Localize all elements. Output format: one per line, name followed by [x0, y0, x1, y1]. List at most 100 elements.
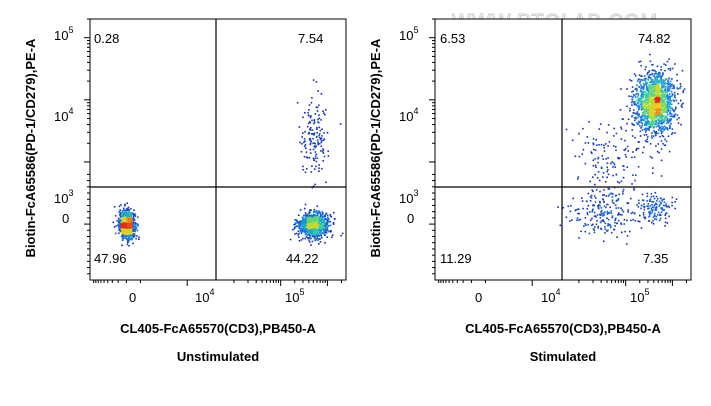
event-dot: [659, 135, 661, 138]
event-dot: [651, 211, 654, 213]
event-dot: [652, 95, 655, 97]
event-dot: [661, 200, 663, 202]
event-dot: [651, 123, 653, 126]
event-dot: [662, 101, 665, 103]
event-dot: [641, 100, 643, 103]
event-dot: [651, 125, 653, 128]
event-dot: [653, 197, 656, 200]
event-dot: [123, 228, 126, 230]
event-dot: [127, 229, 130, 232]
event-dot: [124, 231, 127, 233]
event-dot: [669, 85, 671, 87]
event-dot: [322, 148, 324, 150]
event-dot: [571, 139, 574, 142]
event-dot: [656, 78, 659, 80]
event-dot: [592, 223, 594, 226]
event-dot: [580, 230, 582, 233]
event-dot: [313, 226, 315, 228]
event-dot: [313, 208, 316, 211]
event-dot: [319, 230, 322, 232]
event-dot: [643, 109, 646, 111]
event-dot: [651, 69, 654, 71]
event-dot: [588, 211, 591, 213]
event-dot: [677, 122, 680, 124]
event-dot: [644, 97, 647, 99]
event-dot: [333, 217, 336, 220]
event-dot: [660, 91, 663, 94]
event-dot: [325, 109, 327, 111]
event-dot: [132, 234, 134, 236]
event-dot: [674, 115, 676, 118]
event-dot: [651, 115, 653, 117]
event-dot: [304, 130, 306, 133]
event-dot: [649, 86, 652, 88]
event-dot: [319, 150, 322, 152]
event-dot: [618, 157, 621, 159]
event-dot: [662, 79, 664, 81]
event-dot: [640, 98, 643, 101]
event-dot: [654, 76, 656, 78]
event-dot: [597, 157, 599, 160]
event-dot: [645, 110, 648, 113]
event-dot: [653, 126, 655, 129]
event-dot: [648, 70, 651, 72]
event-dot: [653, 83, 655, 85]
event-dot: [597, 161, 599, 164]
event-dot: [319, 129, 322, 132]
event-dot: [681, 103, 683, 106]
event-dot: [611, 215, 614, 217]
event-dot: [660, 79, 663, 81]
x-axis-title: CL405-FcA65570(CD3),PB450-A: [465, 321, 661, 336]
event-dot: [638, 121, 640, 124]
event-dot: [664, 221, 667, 224]
event-dot: [669, 98, 671, 100]
event-dot: [122, 234, 124, 236]
event-dot: [647, 101, 649, 104]
event-dot: [647, 207, 649, 210]
event-dot: [648, 211, 651, 213]
event-dot: [674, 113, 677, 116]
event-dot: [661, 82, 663, 85]
event-dot: [658, 91, 660, 93]
event-dot: [318, 167, 320, 169]
event-dot: [629, 230, 631, 233]
event-dot: [646, 95, 649, 97]
event-dot: [632, 151, 634, 153]
event-dot: [658, 219, 661, 222]
event-dot: [670, 107, 673, 109]
event-dot: [647, 136, 649, 138]
event-dot: [646, 93, 649, 96]
event-dot: [664, 214, 666, 217]
event-dot: [661, 86, 663, 89]
event-dot: [655, 73, 657, 75]
x-tick-label: 104: [541, 287, 560, 305]
x-tick-label: 105: [285, 287, 304, 305]
event-dot: [651, 137, 653, 139]
event-dot: [660, 94, 663, 96]
event-dot: [314, 224, 317, 226]
event-dot: [325, 230, 327, 232]
y-tick-label: 103: [54, 188, 73, 206]
event-dot: [603, 214, 605, 217]
event-dot: [647, 127, 649, 130]
event-dot: [593, 195, 596, 197]
event-dot: [305, 147, 307, 150]
event-dot: [328, 230, 330, 233]
event-dot: [570, 205, 572, 207]
event-dot: [592, 143, 595, 146]
event-dot: [117, 224, 119, 226]
event-dot: [633, 187, 635, 190]
event-dot: [664, 116, 667, 118]
event-dot: [648, 74, 651, 76]
event-dot: [650, 103, 653, 105]
event-dot: [603, 146, 605, 149]
event-dot: [654, 103, 657, 106]
event-dot: [603, 144, 605, 147]
event-dot: [319, 138, 322, 141]
event-dot: [315, 233, 317, 235]
event-dot: [304, 230, 307, 233]
event-dot: [643, 208, 645, 211]
event-dot: [649, 88, 651, 91]
event-dot: [577, 176, 580, 178]
event-dot: [299, 209, 302, 211]
